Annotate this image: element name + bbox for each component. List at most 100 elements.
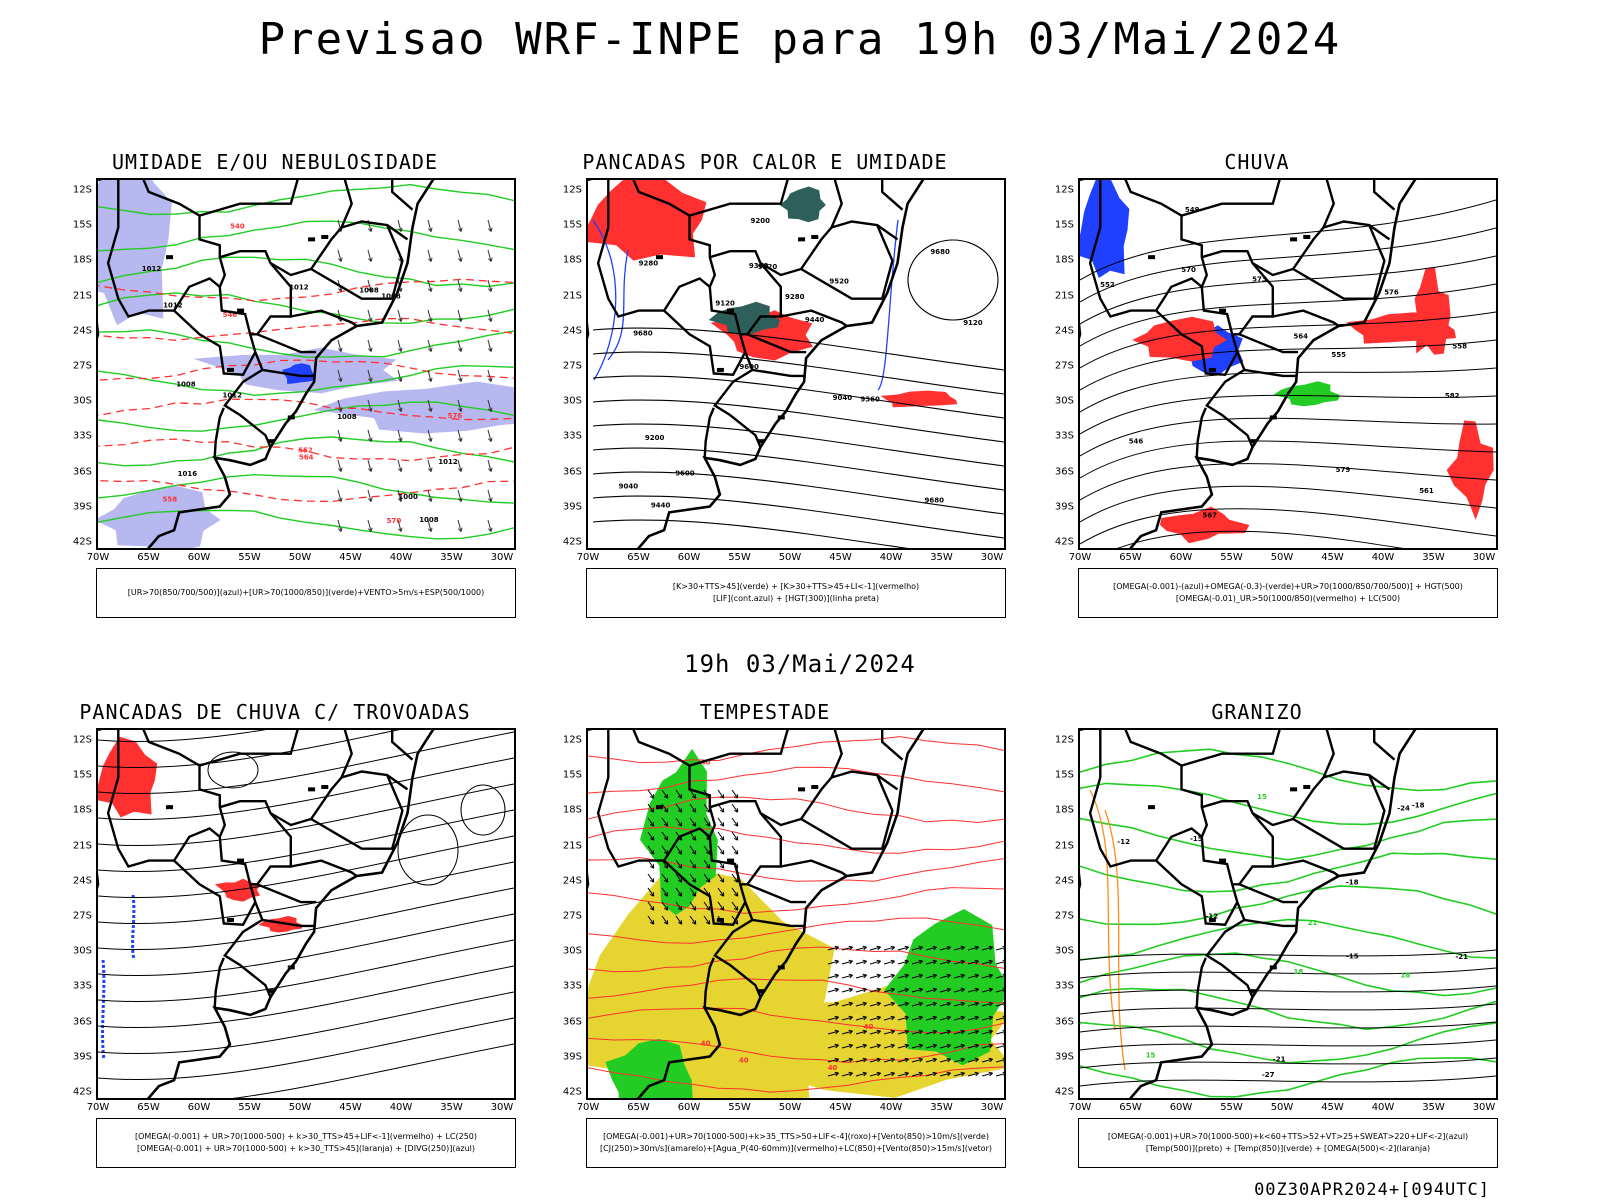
wind-arrow bbox=[457, 437, 463, 442]
wind-vector bbox=[904, 1001, 909, 1007]
state-border bbox=[256, 883, 317, 904]
lc850-red-contour bbox=[588, 978, 1004, 1004]
contour-label: 9680 bbox=[633, 329, 653, 337]
wind-arrow bbox=[397, 467, 403, 472]
wind-arrow bbox=[427, 219, 432, 232]
wind-arrow bbox=[337, 497, 343, 502]
coastline bbox=[1128, 730, 1417, 1098]
lat-tick-label: 42S bbox=[1054, 1086, 1074, 1098]
lc850-red-contour bbox=[588, 887, 1004, 914]
lat-tick-label: 18S bbox=[1054, 804, 1074, 816]
lon-tick-label: 50W bbox=[288, 1102, 312, 1113]
wind-arrow bbox=[397, 227, 403, 232]
wind-vector bbox=[869, 1072, 881, 1077]
wind-vector bbox=[703, 845, 711, 855]
lon-tick-label: 45W bbox=[1321, 1102, 1344, 1113]
lif-blue-contour bbox=[592, 219, 899, 391]
wind-vector bbox=[918, 1015, 923, 1021]
wind-arrow bbox=[367, 369, 372, 382]
wind-vector bbox=[904, 973, 909, 979]
wind-arrow bbox=[457, 227, 463, 232]
shading-layer: 1008100810081012101210121016101210081012… bbox=[98, 180, 514, 548]
lake bbox=[727, 858, 735, 863]
wind-vector bbox=[827, 946, 839, 951]
legend-line: [OMEGA(-0.001)+UR>70(1000-500)+k<60+TTS>… bbox=[1107, 1132, 1469, 1141]
lat-tick-label: 33S bbox=[562, 430, 582, 442]
contour-label: 9680 bbox=[925, 497, 945, 505]
omega500-orange-contour bbox=[1089, 789, 1126, 1071]
wind-arrow bbox=[337, 339, 342, 352]
lat-tick-label: 15S bbox=[1054, 769, 1074, 781]
panel-granizo: GRANIZO 12S 15S 18S 21S 24S 27S 30S 33S 36S 39S 42… bbox=[1032, 700, 1498, 1180]
wind-vector bbox=[876, 987, 881, 993]
wind-vector bbox=[890, 1001, 895, 1007]
wind-vector bbox=[953, 1030, 965, 1035]
wind-vector bbox=[717, 789, 725, 799]
lon-axis: 70W 65W 60W 55W 50W 45W 40W 35W 30W bbox=[1069, 1102, 1498, 1116]
wind-vector bbox=[855, 1058, 867, 1063]
contour-label: 576 bbox=[1384, 289, 1399, 297]
contour-label: 570 bbox=[387, 517, 402, 525]
state-border bbox=[746, 883, 807, 904]
wind-vector bbox=[841, 1058, 853, 1063]
wind-arrow bbox=[487, 399, 492, 412]
instability-teal-area bbox=[779, 186, 826, 223]
temp850-green-contour bbox=[1080, 852, 1496, 893]
wind-arrow bbox=[397, 497, 403, 502]
state-border bbox=[98, 180, 272, 448]
wind-vector bbox=[946, 959, 951, 965]
lat-tick-label: 18S bbox=[562, 254, 582, 266]
wind-vector bbox=[733, 836, 739, 841]
wind-vector bbox=[981, 946, 993, 951]
lon-tick-label: 45W bbox=[1321, 552, 1344, 563]
wind-vector bbox=[691, 836, 697, 841]
lat-tick-label: 12S bbox=[562, 734, 582, 746]
lake bbox=[321, 784, 329, 789]
wind-vector bbox=[663, 920, 669, 925]
wind-vector bbox=[911, 960, 923, 965]
wind-vector bbox=[883, 1030, 895, 1035]
humidity-green-contour bbox=[98, 473, 514, 504]
state-border bbox=[1155, 859, 1239, 926]
lat-tick-label: 30S bbox=[562, 945, 582, 957]
wind-arrow bbox=[427, 339, 432, 352]
wind-vector bbox=[841, 1030, 853, 1035]
lon-tick-label: 30W bbox=[980, 1102, 1004, 1113]
wind-vector bbox=[675, 817, 683, 827]
lake bbox=[1208, 917, 1216, 922]
wind-arrow bbox=[487, 287, 493, 292]
wind-vector bbox=[918, 1071, 923, 1077]
lc250-streamline bbox=[98, 809, 514, 873]
wind-vector bbox=[967, 1072, 979, 1077]
wind-vector bbox=[1002, 1015, 1004, 1021]
hgt500-streamline bbox=[1080, 394, 1496, 435]
lake bbox=[811, 784, 819, 789]
contour-label: 573 bbox=[1252, 275, 1267, 283]
wind-vector bbox=[675, 859, 683, 869]
hgt300-contour bbox=[592, 375, 1004, 419]
thickness-red-dashed bbox=[98, 359, 514, 381]
humidity-blue-shade bbox=[98, 485, 221, 548]
wind-vector bbox=[953, 1044, 965, 1049]
wind-vector bbox=[911, 1072, 923, 1077]
wind-vector bbox=[705, 906, 711, 911]
lat-tick-label: 39S bbox=[1054, 1051, 1074, 1063]
state-border bbox=[740, 262, 782, 336]
state-border bbox=[1368, 224, 1391, 241]
state-border bbox=[703, 407, 715, 458]
lon-tick-label: 35W bbox=[930, 1102, 953, 1113]
lon-tick-label: 65W bbox=[1119, 1102, 1142, 1113]
contour-label: 576 bbox=[448, 412, 463, 420]
wind-vector bbox=[862, 1071, 867, 1077]
wind-vector bbox=[733, 850, 739, 855]
temp500-black-contour bbox=[1080, 1039, 1496, 1051]
wind-vector bbox=[925, 988, 937, 993]
lake bbox=[1249, 989, 1257, 994]
lc850-red-contour bbox=[588, 766, 1004, 794]
wind-arrow bbox=[427, 489, 432, 502]
wind-vector bbox=[904, 987, 909, 993]
state-border bbox=[800, 220, 894, 300]
lat-tick-label: 33S bbox=[72, 980, 92, 992]
wind-arrow bbox=[427, 257, 433, 262]
lc250-streamline bbox=[98, 965, 514, 1029]
